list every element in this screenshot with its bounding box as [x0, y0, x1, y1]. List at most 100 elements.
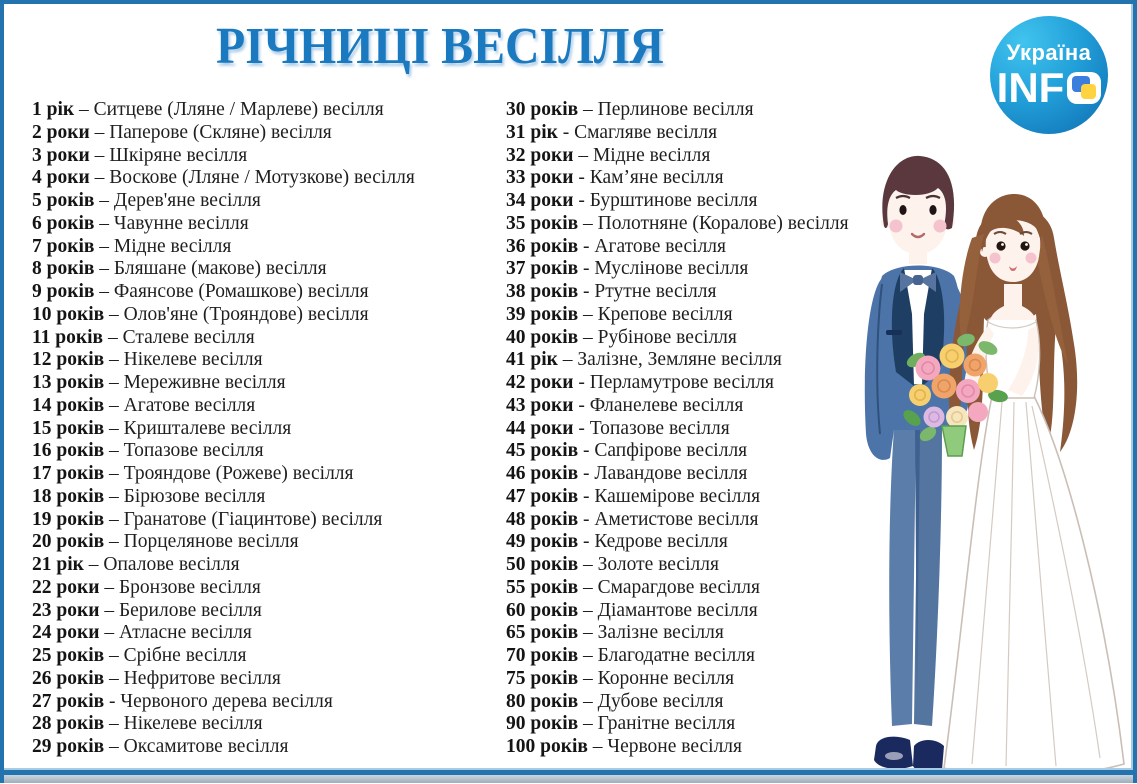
anniversary-years: 75 років: [506, 667, 579, 689]
anniversary-item: 60 років – Діамантове весілля: [506, 599, 758, 621]
bottom-accent-line: [4, 768, 1133, 775]
anniversary-item: 90 років – Гранітне весілля: [506, 713, 736, 735]
anniversary-item: 14 років – Агатове весілля: [32, 394, 256, 416]
anniversary-item: 39 років – Крепове весілля: [506, 303, 733, 325]
anniversary-years: 21 рік: [32, 554, 84, 575]
anniversary-item: 17 років – Трояндове (Рожеве) весілля: [32, 463, 354, 484]
logo-info-label: INF: [996, 63, 1102, 111]
anniversary-item: 3 роки – Шкіряне весілля: [32, 144, 248, 166]
anniversary-item: 5 років – Дерев'яне весілля: [32, 190, 261, 211]
anniversary-item: 26 років – Нефритове весілля: [32, 667, 281, 689]
anniversary-years: 13 років: [32, 372, 105, 393]
anniversary-years: 19 років: [32, 508, 105, 530]
anniversary-years: 35 років: [506, 212, 579, 234]
anniversary-years: 7 років: [32, 235, 95, 257]
anniversary-years: 24 роки: [32, 622, 100, 644]
anniversary-years: 42 роки: [506, 372, 574, 393]
anniversary-years: 9 років: [32, 281, 95, 302]
anniversary-years: 6 років: [32, 212, 95, 234]
anniversary-item: 45 років - Сапфірове весілля: [506, 440, 748, 462]
anniversary-item: 24 роки – Атласне весілля: [32, 622, 252, 644]
anniversary-item: 37 років - Муслінове весілля: [506, 258, 749, 280]
anniversary-years: 16 років: [32, 440, 105, 462]
anniversary-years: 50 років: [506, 554, 579, 575]
anniversary-item: 16 років – Топазове весілля: [32, 440, 264, 462]
anniversary-item: 44 роки - Топазове весілля: [506, 417, 730, 439]
anniversary-item: 33 роки - Кам’яне весілля: [506, 167, 724, 189]
anniversary-item: 80 років – Дубове весілля: [506, 690, 724, 712]
anniversary-item: 36 років - Агатове весілля: [506, 235, 727, 257]
anniversary-item: 25 років – Срібне весілля: [32, 645, 247, 666]
anniversary-years: 29 років: [32, 736, 105, 757]
anniversary-item: 75 років – Коронне весілля: [506, 667, 735, 689]
anniversary-item: 46 років - Лавандове весілля: [506, 463, 748, 484]
bride-figure: [943, 194, 1125, 777]
anniversary-item: 8 років – Бляшане (макове) весілля: [32, 258, 327, 280]
anniversary-years: 25 років: [32, 645, 105, 666]
anniversary-item: 28 років – Нікелеве весілля: [32, 713, 263, 735]
anniversary-years: 100 років: [506, 736, 588, 757]
anniversary-years: 43 роки: [506, 394, 574, 416]
logo-country-label: Україна: [1006, 39, 1092, 65]
anniversary-years: 32 роки: [506, 144, 574, 166]
bride-groom-illustration: [816, 134, 1137, 779]
anniversary-item: 19 років – Гранатове (Гіацинтове) весілл…: [32, 508, 383, 530]
anniversary-years: 39 років: [506, 303, 579, 325]
anniversary-years: 31 рік: [506, 121, 558, 143]
anniversary-item: 49 років - Кедрове весілля: [506, 531, 728, 553]
anniversary-years: 47 років: [506, 485, 579, 507]
anniversary-item: 48 років - Аметистове весілля: [506, 508, 759, 530]
anniversary-years: 28 років: [32, 713, 105, 735]
anniversary-item: 23 роки – Берилове весілля: [32, 599, 262, 621]
anniversary-item: 11 років – Сталеве весілля: [32, 326, 255, 348]
anniversary-years: 60 років: [506, 599, 579, 621]
anniversary-item: 65 років – Залізне весілля: [506, 622, 724, 644]
anniversary-item: 18 років – Бірюзове весілля: [32, 485, 266, 507]
anniversary-years: 20 років: [32, 531, 105, 553]
anniversary-item: 13 років – Мереживне весілля: [32, 372, 286, 393]
anniversary-years: 3 роки: [32, 144, 90, 166]
anniversary-years: 55 років: [506, 576, 579, 598]
anniversary-years: 80 років: [506, 690, 579, 712]
anniversary-years: 65 років: [506, 622, 579, 644]
anniversary-years: 44 роки: [506, 417, 574, 439]
anniversary-item: 12 років – Нікелеве весілля: [32, 349, 263, 371]
anniversary-item: 43 роки - Фланелеве весілля: [506, 394, 744, 416]
anniversary-item: 9 років – Фаянсове (Ромашкове) весілля: [32, 281, 369, 302]
anniversary-years: 48 років: [506, 508, 579, 530]
anniversary-years: 30 років: [506, 99, 579, 120]
ukraine-flag-squares-icon: [1067, 71, 1102, 104]
anniversary-years: 4 роки: [32, 167, 90, 189]
anniversary-item: 15 років – Кришталеве весілля: [32, 417, 292, 439]
anniversary-item: 47 років - Кашемірове весілля: [506, 485, 761, 507]
anniversary-years: 14 років: [32, 394, 105, 416]
anniversary-years: 46 років: [506, 463, 579, 484]
anniversary-item: 20 років – Порцелянове весілля: [32, 531, 299, 553]
anniversary-years: 70 років: [506, 645, 579, 666]
anniversary-item: 7 років – Мідне весілля: [32, 235, 232, 257]
anniversary-years: 38 років: [506, 281, 579, 302]
anniversary-years: 1 рік: [32, 99, 75, 120]
anniversary-item: 30 років – Перлинове весілля: [506, 99, 754, 120]
anniversary-item: 38 років - Ртутне весілля: [506, 281, 717, 302]
anniversary-years: 36 років: [506, 235, 579, 257]
anniversary-item: 42 роки - Перламутрове весілля: [506, 372, 775, 393]
anniversary-item: 27 років - Червоного дерева весілля: [32, 690, 333, 712]
anniversary-list-right: 30 років – Перлинове весілля 31 рік - Сма…: [506, 99, 849, 759]
anniversary-item: 55 років – Смарагдове весілля: [506, 576, 760, 598]
anniversary-item: 22 роки – Бронзове весілля: [32, 576, 261, 598]
anniversary-years: 15 років: [32, 417, 105, 439]
anniversary-years: 49 років: [506, 531, 579, 553]
logo-info-text: INF: [996, 63, 1065, 111]
anniversary-item: 31 рік - Смагляве весілля: [506, 121, 718, 143]
anniversary-item: 100 років – Червоне весілля: [506, 736, 743, 757]
anniversary-years: 34 роки: [506, 190, 574, 211]
anniversary-item: 10 років – Олов'яне (Трояндове) весілля: [32, 303, 369, 325]
anniversary-years: 12 років: [32, 349, 105, 371]
anniversary-years: 8 років: [32, 258, 95, 280]
anniversary-item: 34 роки - Бурштинове весілля: [506, 190, 758, 211]
anniversary-item: 50 років – Золоте весілля: [506, 554, 719, 575]
anniversary-item: 35 років – Полотняне (Коралове) весілля: [506, 212, 849, 234]
anniversary-item: 40 років – Рубінове весілля: [506, 326, 737, 348]
